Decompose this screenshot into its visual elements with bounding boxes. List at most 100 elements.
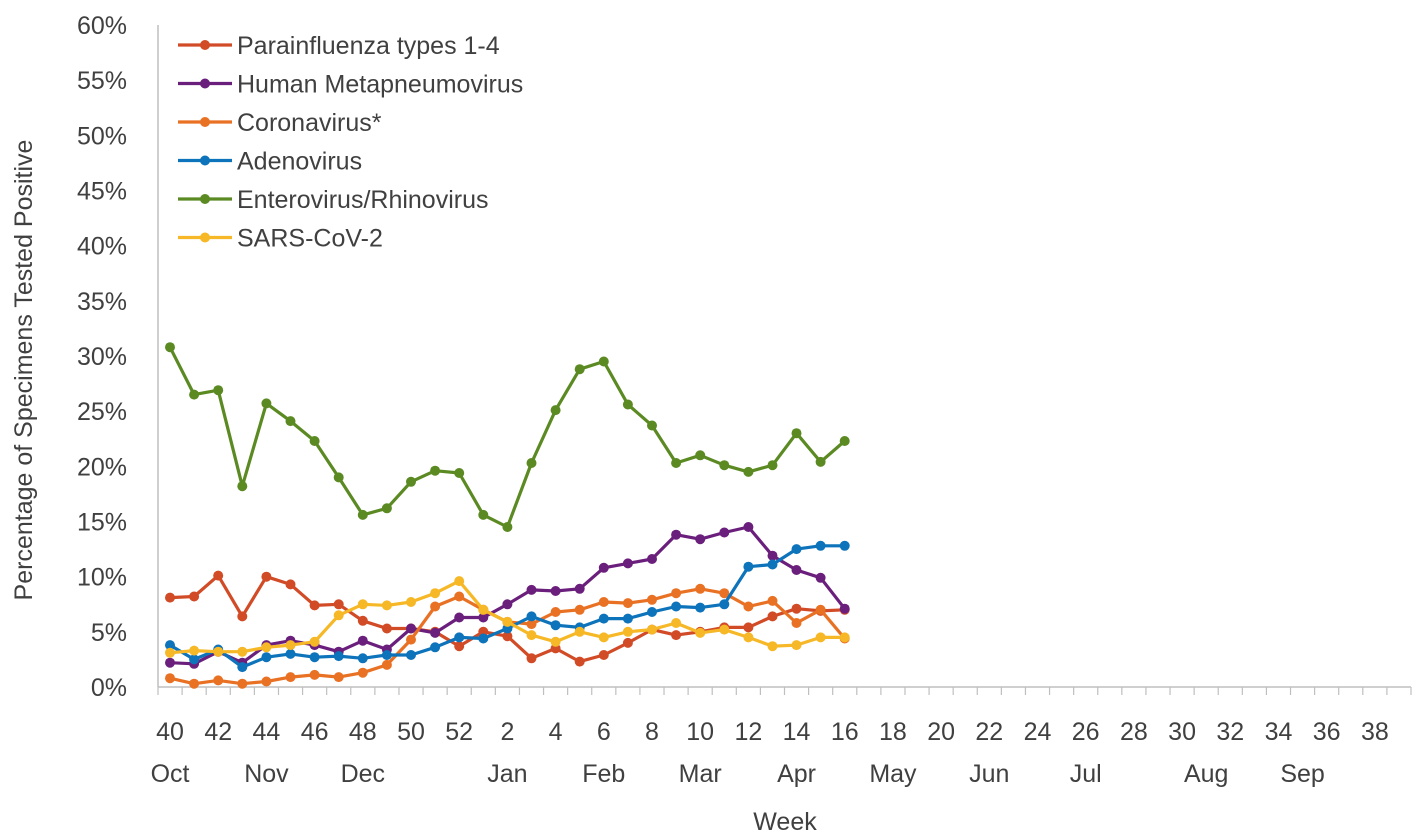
series-line <box>168 345 847 529</box>
month-label: Nov <box>244 760 289 788</box>
series-enterovirus-rhinovirus <box>165 342 850 532</box>
data-point <box>550 636 561 647</box>
data-point <box>622 399 633 410</box>
data-point <box>357 599 368 610</box>
y-axis-title: Percentage of Specimens Tested Positive <box>10 140 38 601</box>
legend-label: Enterovirus/Rhinovirus <box>237 186 489 214</box>
legend-swatch-marker <box>200 78 210 89</box>
data-point <box>622 637 633 648</box>
series-adenovirus <box>165 540 850 673</box>
legend-item: Coronavirus* <box>178 109 382 137</box>
data-point <box>165 657 175 668</box>
data-point <box>550 607 561 617</box>
data-point <box>743 522 754 532</box>
data-point <box>261 398 272 409</box>
data-point <box>357 653 368 664</box>
data-point <box>767 550 778 561</box>
data-point <box>189 389 200 400</box>
data-point <box>647 594 657 605</box>
data-point <box>285 672 296 683</box>
y-tick-label: 60% <box>77 12 127 40</box>
data-point <box>815 456 826 467</box>
x-tick-label: 12 <box>734 718 762 746</box>
month-label: Jun <box>969 760 1009 788</box>
legend-label: Adenovirus <box>237 148 362 176</box>
legend-item: Human Metapneumovirus <box>178 71 523 99</box>
data-point <box>454 612 465 623</box>
data-point <box>478 604 489 615</box>
y-tick-label: 30% <box>77 343 127 371</box>
data-point <box>598 613 609 624</box>
data-point <box>502 616 513 627</box>
y-tick-label: 40% <box>77 233 127 261</box>
data-point <box>839 436 850 446</box>
data-point <box>381 600 392 611</box>
data-point <box>430 465 441 476</box>
data-point <box>406 623 416 634</box>
data-point <box>743 632 754 643</box>
month-label: Jul <box>1070 760 1102 788</box>
data-point <box>526 653 537 664</box>
data-point <box>333 472 344 483</box>
data-point <box>598 356 609 367</box>
data-point <box>550 586 561 596</box>
x-tick-label: 2 <box>500 718 514 746</box>
x-tick-label: 36 <box>1313 718 1341 746</box>
data-point <box>671 458 682 468</box>
data-point <box>165 592 175 603</box>
data-point <box>598 597 609 607</box>
y-tick-label: 25% <box>77 398 127 426</box>
month-label: May <box>869 760 917 788</box>
legend-swatch-marker <box>200 117 210 127</box>
data-point <box>333 610 344 621</box>
legend-swatch-marker <box>200 155 210 166</box>
data-point <box>671 529 682 540</box>
month-label: Sep <box>1280 760 1324 788</box>
data-point <box>574 583 585 594</box>
data-point <box>526 458 537 468</box>
data-point <box>622 626 633 637</box>
data-point <box>454 641 465 652</box>
x-tick-label: 4 <box>549 718 563 746</box>
data-point <box>309 669 320 680</box>
data-point <box>574 656 585 667</box>
data-point <box>189 645 200 656</box>
x-tick-label: 32 <box>1216 718 1244 746</box>
x-tick-label: 34 <box>1265 718 1293 746</box>
y-tick-label: 20% <box>77 453 127 481</box>
data-point <box>309 600 320 611</box>
data-point <box>598 650 609 660</box>
month-label: Feb <box>582 760 625 788</box>
data-point <box>502 522 513 532</box>
legend: Parainfluenza types 1-4 Human Metapneumov… <box>178 32 523 253</box>
legend-swatch-marker <box>200 194 210 204</box>
legend-swatch-marker <box>200 232 210 243</box>
data-point <box>743 622 754 633</box>
data-point <box>526 611 537 622</box>
month-label: Jan <box>487 760 527 788</box>
month-label: Aug <box>1184 760 1228 788</box>
data-point <box>165 647 175 658</box>
data-point <box>695 583 706 594</box>
x-tick-label: 24 <box>1024 718 1052 746</box>
data-point <box>285 416 296 427</box>
data-point <box>743 601 754 612</box>
x-tick-label: 8 <box>645 718 659 746</box>
data-point <box>261 642 272 653</box>
data-point <box>743 561 754 572</box>
data-point <box>454 576 465 587</box>
data-point <box>237 678 248 689</box>
month-label: Oct <box>151 760 190 788</box>
data-point <box>719 527 730 538</box>
data-point <box>815 572 826 583</box>
data-point <box>767 460 778 471</box>
data-point <box>622 613 633 624</box>
x-tick-label: 50 <box>397 718 425 746</box>
data-point <box>454 591 465 602</box>
series-sars-cov-2 <box>165 576 850 658</box>
x-tick-label: 28 <box>1120 718 1148 746</box>
data-point <box>574 626 585 637</box>
data-point <box>333 651 344 662</box>
x-tick-label: 40 <box>156 718 184 746</box>
legend-label: Parainfluenza types 1-4 <box>237 32 500 60</box>
